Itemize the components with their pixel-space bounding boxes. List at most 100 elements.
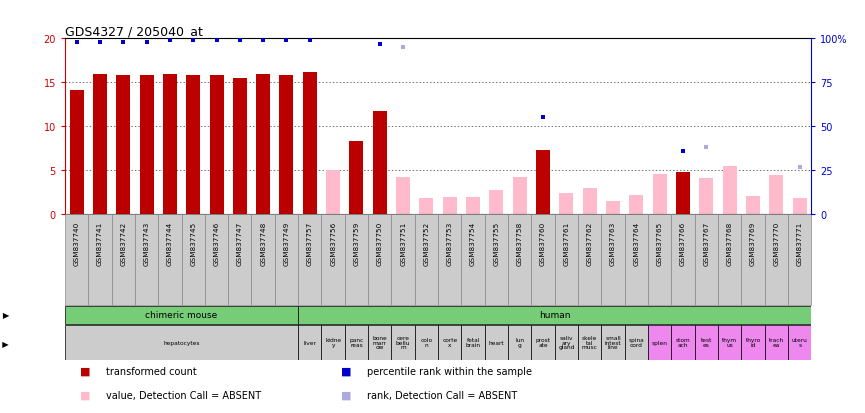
Text: GSM837764: GSM837764: [633, 222, 639, 266]
Text: GSM837757: GSM837757: [307, 222, 313, 266]
Text: thym
us: thym us: [722, 337, 737, 347]
Text: GSM837759: GSM837759: [354, 222, 360, 266]
Bar: [788, 214, 811, 306]
Bar: [560, 193, 573, 214]
Text: GSM837745: GSM837745: [190, 222, 196, 266]
Text: GSM837756: GSM837756: [330, 222, 336, 266]
Text: thyro
id: thyro id: [746, 337, 760, 347]
Bar: [112, 214, 135, 306]
Bar: [345, 325, 368, 360]
Text: GSM837762: GSM837762: [586, 222, 593, 266]
Bar: [466, 198, 480, 214]
Text: stom
ach: stom ach: [676, 337, 690, 347]
Text: heart: heart: [489, 340, 504, 345]
Bar: [484, 325, 508, 360]
Bar: [765, 214, 788, 306]
Bar: [718, 214, 741, 306]
Bar: [373, 112, 387, 214]
Bar: [648, 214, 671, 306]
Text: percentile rank within the sample: percentile rank within the sample: [368, 366, 532, 375]
Bar: [531, 214, 554, 306]
Bar: [65, 306, 298, 324]
Bar: [420, 199, 433, 214]
Text: GSM837767: GSM837767: [703, 222, 709, 266]
Bar: [554, 214, 578, 306]
Text: GSM837770: GSM837770: [773, 222, 779, 266]
Bar: [508, 325, 531, 360]
Bar: [415, 325, 439, 360]
Bar: [490, 191, 503, 214]
Bar: [88, 214, 112, 306]
Text: lun
g: lun g: [516, 337, 524, 347]
Bar: [439, 214, 461, 306]
Text: rank, Detection Call = ABSENT: rank, Detection Call = ABSENT: [368, 390, 517, 400]
Text: GSM837763: GSM837763: [610, 222, 616, 266]
Bar: [69, 91, 84, 214]
Bar: [116, 76, 131, 214]
Bar: [765, 325, 788, 360]
Bar: [415, 214, 439, 306]
Bar: [630, 195, 644, 214]
Bar: [461, 214, 484, 306]
Bar: [746, 197, 760, 214]
Bar: [601, 325, 625, 360]
Bar: [461, 325, 484, 360]
Bar: [209, 76, 223, 214]
Text: spina
cord: spina cord: [629, 337, 644, 347]
Text: transformed count: transformed count: [106, 366, 196, 375]
Bar: [792, 199, 807, 214]
Text: human: human: [539, 311, 571, 320]
Bar: [392, 214, 415, 306]
Text: corte
x: corte x: [442, 337, 458, 347]
Text: GSM837761: GSM837761: [563, 222, 569, 266]
Bar: [135, 214, 158, 306]
Text: trach
ea: trach ea: [769, 337, 784, 347]
Text: tissue  ▶: tissue ▶: [0, 338, 9, 347]
Text: GSM837755: GSM837755: [493, 222, 499, 266]
Text: skele
tal
musc: skele tal musc: [582, 335, 598, 349]
Text: GSM837750: GSM837750: [377, 222, 383, 266]
Text: GSM837743: GSM837743: [144, 222, 150, 266]
Bar: [695, 325, 718, 360]
Bar: [769, 176, 784, 214]
Bar: [601, 214, 625, 306]
Text: GSM837769: GSM837769: [750, 222, 756, 266]
Bar: [723, 166, 737, 214]
Bar: [508, 214, 531, 306]
Text: bone
marr
ow: bone marr ow: [373, 335, 388, 349]
Text: GSM837742: GSM837742: [120, 222, 126, 266]
Text: saliv
ary
gland: saliv ary gland: [558, 335, 574, 349]
Text: hepatocytes: hepatocytes: [163, 340, 200, 345]
Bar: [396, 178, 410, 214]
Text: splen: splen: [652, 340, 668, 345]
Bar: [303, 73, 317, 214]
Bar: [718, 325, 741, 360]
Bar: [368, 325, 392, 360]
Bar: [322, 325, 345, 360]
Text: prost
ate: prost ate: [535, 337, 551, 347]
Bar: [578, 214, 601, 306]
Text: GSM837751: GSM837751: [400, 222, 407, 266]
Bar: [513, 178, 527, 214]
Text: GSM837746: GSM837746: [214, 222, 220, 266]
Bar: [93, 75, 107, 214]
Text: GSM837760: GSM837760: [540, 222, 546, 266]
Text: GSM837754: GSM837754: [470, 222, 476, 266]
Bar: [275, 214, 298, 306]
Bar: [648, 325, 671, 360]
Bar: [439, 325, 461, 360]
Bar: [606, 201, 620, 214]
Bar: [298, 306, 811, 324]
Text: GSM837765: GSM837765: [657, 222, 663, 266]
Text: small
intest
line: small intest line: [605, 335, 621, 349]
Bar: [65, 214, 88, 306]
Bar: [182, 214, 205, 306]
Text: ■: ■: [341, 390, 351, 400]
Bar: [671, 325, 695, 360]
Bar: [205, 214, 228, 306]
Bar: [279, 76, 293, 214]
Bar: [578, 325, 601, 360]
Text: liver: liver: [304, 340, 317, 345]
Text: GSM837758: GSM837758: [516, 222, 522, 266]
Bar: [443, 198, 457, 214]
